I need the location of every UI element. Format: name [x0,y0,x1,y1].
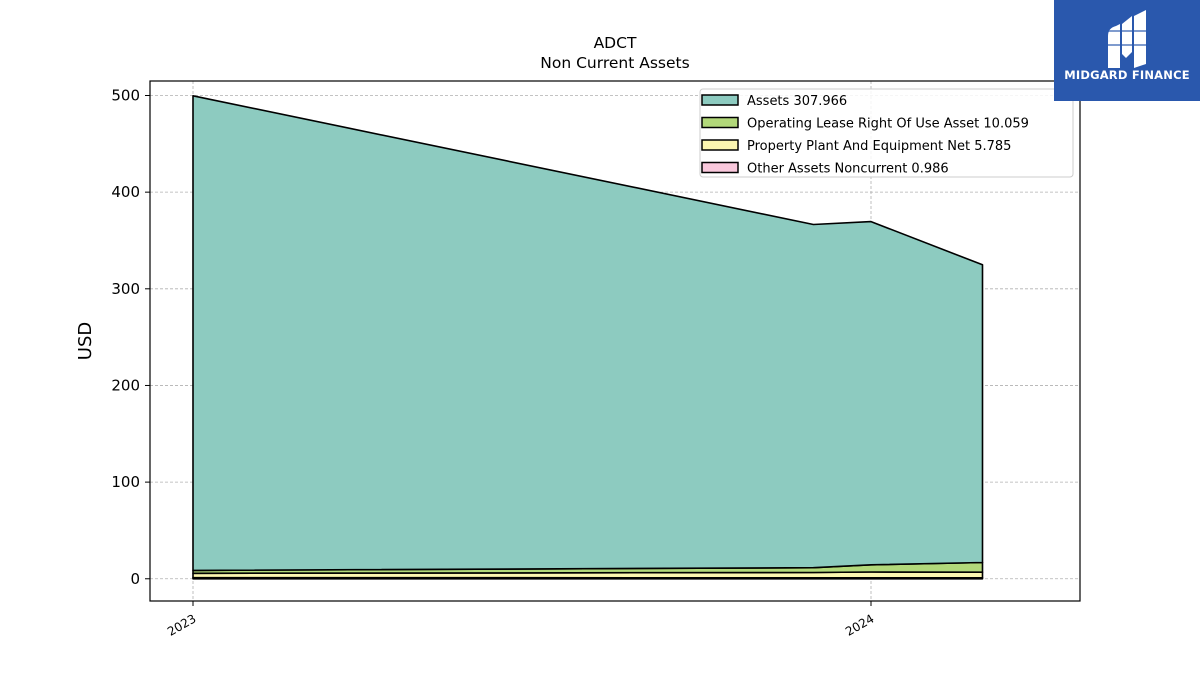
chart-subtitle: Non Current Assets [540,54,689,72]
y-axis-label: USD [75,322,96,360]
y-tick-label: 500 [111,86,140,104]
legend-label: Operating Lease Right Of Use Asset 10.05… [747,117,1029,132]
midgard-m-logo-icon [1102,10,1152,68]
y-tick-label: 100 [111,473,140,491]
legend-label: Property Plant And Equipment Net 5.785 [747,139,1011,154]
legend-swatch [701,161,739,174]
y-tick-label: 300 [111,280,140,298]
legend-label: Other Assets Noncurrent 0.986 [747,162,949,177]
y-tick-label: 200 [111,376,140,394]
chart-title: ADCT [594,34,637,52]
y-tick-label: 400 [111,183,140,201]
x-tick-label: 2024 [843,611,876,638]
area-series-3 [192,95,984,572]
y-tick-label: 0 [130,570,140,588]
brand-name: MIDGARD FINANCE [1064,68,1190,82]
legend-swatch [701,116,739,129]
legend-swatch [701,94,739,106]
legend-box [699,88,1074,178]
legend-swatch [701,139,739,151]
plot-frame [149,80,1081,602]
brand-logo: MIDGARD FINANCE [1054,0,1200,101]
legend-label: Assets 307.966 [747,94,847,109]
x-tick-label: 2023 [165,611,198,638]
